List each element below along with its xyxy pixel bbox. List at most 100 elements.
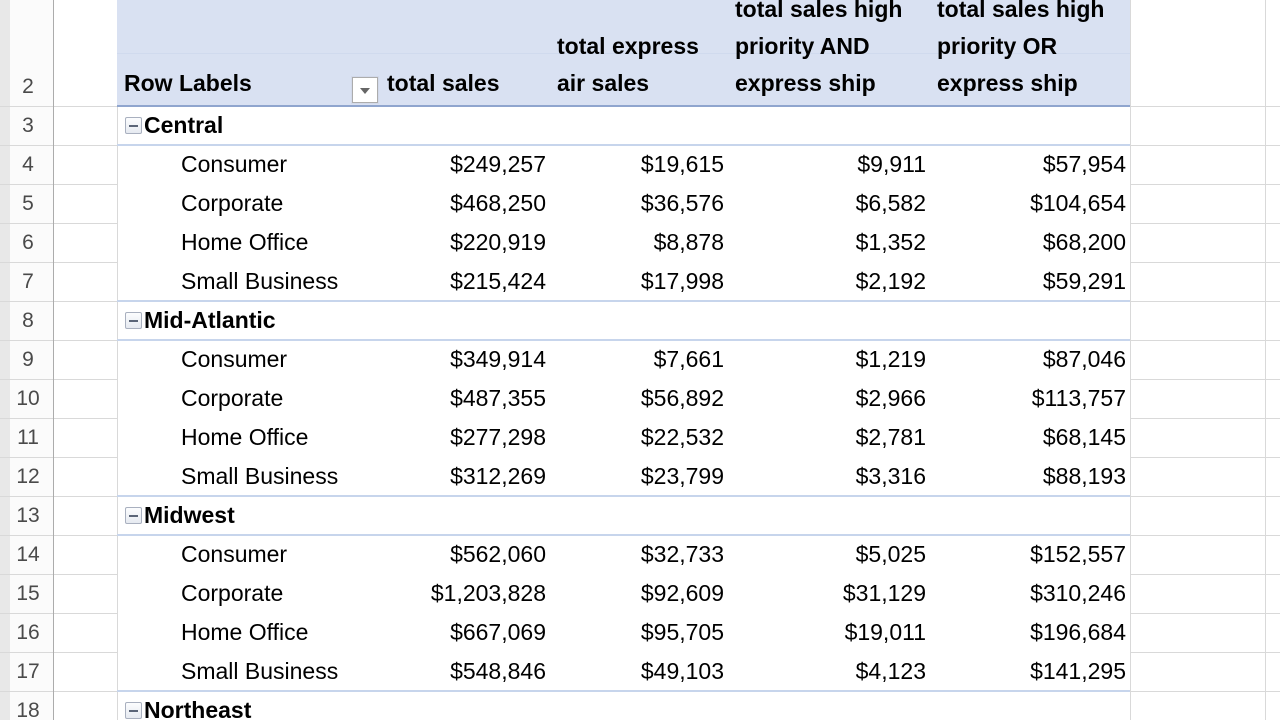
region-label-central[interactable]: Central xyxy=(144,112,224,138)
segment-label-central-small-business[interactable]: Small Business xyxy=(181,268,339,294)
row-number-9[interactable]: 9 xyxy=(22,347,34,371)
cell-high-priority-or-express-ship[interactable]: $196,684 xyxy=(1030,619,1126,645)
cell-high-priority-and-express-ship[interactable]: $31,129 xyxy=(842,580,926,606)
segment-label-central-corporate[interactable]: Corporate xyxy=(181,190,284,216)
cell-total-sales[interactable]: $487,355 xyxy=(450,385,546,411)
cell-high-priority-and-express-ship[interactable]: $9,911 xyxy=(857,151,926,177)
row-number-8[interactable]: 8 xyxy=(22,308,34,332)
cell-high-priority-or-express-ship[interactable]: $68,145 xyxy=(1042,424,1126,450)
cell-high-priority-and-express-ship[interactable]: $2,192 xyxy=(855,268,926,294)
cell-high-priority-and-express-ship[interactable]: $1,219 xyxy=(855,346,926,372)
cell-high-priority-and-express-ship[interactable]: $19,011 xyxy=(844,619,926,645)
row-number-12[interactable]: 12 xyxy=(16,464,40,488)
row-number-10[interactable]: 10 xyxy=(16,386,40,410)
row-number-16[interactable]: 16 xyxy=(16,620,40,644)
row-labels-filter-button[interactable] xyxy=(352,77,378,103)
cell-high-priority-and-express-ship[interactable]: $1,352 xyxy=(855,229,926,255)
region-label-northeast[interactable]: Northeast xyxy=(144,697,252,720)
row-number-2[interactable]: 2 xyxy=(22,74,34,98)
pivot-header-bottom-border xyxy=(117,105,1130,107)
cell-high-priority-and-express-ship[interactable]: $5,025 xyxy=(855,541,926,567)
row-number-15[interactable]: 15 xyxy=(16,581,40,605)
cell-high-priority-and-express-ship[interactable]: $2,966 xyxy=(855,385,926,411)
collapse-button-midwest[interactable] xyxy=(125,507,142,524)
row-number-5[interactable]: 5 xyxy=(22,191,34,215)
cell-total-sales[interactable]: $1,203,828 xyxy=(430,580,546,606)
collapse-button-northeast[interactable] xyxy=(125,702,142,719)
segment-label-midwest-small-business[interactable]: Small Business xyxy=(181,658,339,684)
cell-express-air-sales[interactable]: $22,532 xyxy=(640,424,724,450)
segment-label-central-home-office[interactable]: Home Office xyxy=(181,229,309,255)
row-header-gutter xyxy=(0,0,53,720)
cell-total-sales[interactable]: $349,914 xyxy=(450,346,546,372)
cell-express-air-sales[interactable]: $92,609 xyxy=(640,580,724,606)
cell-high-priority-or-express-ship[interactable]: $152,557 xyxy=(1030,541,1126,567)
collapse-button-central[interactable] xyxy=(125,117,142,134)
row-gridline-12-right xyxy=(1130,457,1280,458)
segment-label-mid-atlantic-consumer[interactable]: Consumer xyxy=(181,346,288,372)
cell-total-sales[interactable]: $468,250 xyxy=(450,190,546,216)
group-line-above-northeast xyxy=(117,690,1130,692)
cell-high-priority-or-express-ship[interactable]: $68,200 xyxy=(1042,229,1126,255)
region-label-midwest[interactable]: Midwest xyxy=(144,502,235,528)
segment-label-midwest-consumer[interactable]: Consumer xyxy=(181,541,288,567)
cell-total-sales[interactable]: $277,298 xyxy=(450,424,546,450)
cell-express-air-sales[interactable]: $19,615 xyxy=(640,151,724,177)
row-gridline-6-left xyxy=(0,223,117,224)
cell-high-priority-or-express-ship[interactable]: $113,757 xyxy=(1031,385,1126,411)
cell-express-air-sales[interactable]: $32,733 xyxy=(640,541,724,567)
cell-express-air-sales[interactable]: $36,576 xyxy=(640,190,724,216)
header-cell-high-priority-and-express-ship[interactable]: total sales high priority AND express sh… xyxy=(735,0,903,96)
header-cell-high-priority-or-express-ship[interactable]: total sales high priority OR express shi… xyxy=(937,0,1105,96)
segment-label-mid-atlantic-corporate[interactable]: Corporate xyxy=(181,385,284,411)
segment-label-mid-atlantic-home-office[interactable]: Home Office xyxy=(181,424,309,450)
header-cell-row-labels[interactable]: Row Labels xyxy=(124,70,252,96)
cell-total-sales[interactable]: $667,069 xyxy=(450,619,546,645)
cell-express-air-sales[interactable]: $23,799 xyxy=(640,463,724,489)
cell-high-priority-and-express-ship[interactable]: $2,781 xyxy=(855,424,926,450)
row-number-11[interactable]: 11 xyxy=(17,425,39,449)
row-number-18[interactable]: 18 xyxy=(16,698,40,720)
header-cell-total-sales[interactable]: total sales xyxy=(387,70,500,96)
region-label-mid-atlantic[interactable]: Mid-Atlantic xyxy=(144,307,276,333)
cell-high-priority-or-express-ship[interactable]: $141,295 xyxy=(1030,658,1126,684)
cell-express-air-sales[interactable]: $56,892 xyxy=(640,385,724,411)
cell-total-sales[interactable]: $220,919 xyxy=(450,229,546,255)
cell-express-air-sales[interactable]: $95,705 xyxy=(640,619,724,645)
row-number-14[interactable]: 14 xyxy=(16,542,40,566)
row-number-7[interactable]: 7 xyxy=(22,269,34,293)
group-line-above-mid-atlantic xyxy=(117,300,1130,302)
cell-express-air-sales[interactable]: $49,103 xyxy=(640,658,724,684)
row-gridline-10-left xyxy=(0,379,117,380)
cell-express-air-sales[interactable]: $8,878 xyxy=(653,229,724,255)
cell-total-sales[interactable]: $312,269 xyxy=(450,463,546,489)
cell-total-sales[interactable]: $215,424 xyxy=(450,268,546,294)
cell-total-sales[interactable]: $249,257 xyxy=(450,151,546,177)
cell-total-sales[interactable]: $548,846 xyxy=(450,658,546,684)
segment-label-central-consumer[interactable]: Consumer xyxy=(181,151,288,177)
row-gridline-14-right xyxy=(1130,535,1280,536)
header-cell-express-air-sales[interactable]: total express air sales xyxy=(557,33,699,96)
row-number-17[interactable]: 17 xyxy=(16,659,40,683)
cell-high-priority-or-express-ship[interactable]: $87,046 xyxy=(1042,346,1126,372)
cell-high-priority-and-express-ship[interactable]: $6,582 xyxy=(855,190,926,216)
cell-express-air-sales[interactable]: $7,661 xyxy=(653,346,724,372)
row-number-3[interactable]: 3 xyxy=(22,113,34,137)
cell-express-air-sales[interactable]: $17,998 xyxy=(640,268,724,294)
row-number-13[interactable]: 13 xyxy=(16,503,40,527)
cell-high-priority-or-express-ship[interactable]: $59,291 xyxy=(1042,268,1126,294)
cell-high-priority-or-express-ship[interactable]: $310,246 xyxy=(1030,580,1126,606)
row-number-6[interactable]: 6 xyxy=(22,230,34,254)
segment-label-midwest-home-office[interactable]: Home Office xyxy=(181,619,309,645)
cell-high-priority-and-express-ship[interactable]: $4,123 xyxy=(855,658,926,684)
collapse-button-mid-atlantic[interactable] xyxy=(125,312,142,329)
segment-label-midwest-corporate[interactable]: Corporate xyxy=(181,580,284,606)
cell-high-priority-or-express-ship[interactable]: $104,654 xyxy=(1030,190,1126,216)
segment-label-mid-atlantic-small-business[interactable]: Small Business xyxy=(181,463,339,489)
row-number-4[interactable]: 4 xyxy=(22,152,34,176)
cell-high-priority-and-express-ship[interactable]: $3,316 xyxy=(855,463,926,489)
cell-high-priority-or-express-ship[interactable]: $57,954 xyxy=(1042,151,1126,177)
cell-high-priority-or-express-ship[interactable]: $88,193 xyxy=(1042,463,1126,489)
row-gridline-5-left xyxy=(0,184,117,185)
cell-total-sales[interactable]: $562,060 xyxy=(450,541,546,567)
